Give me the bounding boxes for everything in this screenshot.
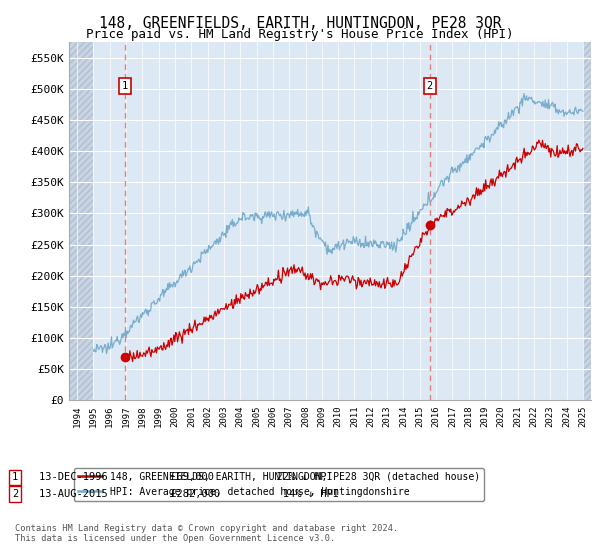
Text: 13-AUG-2015          £282,000          14% ↓ HPI: 13-AUG-2015 £282,000 14% ↓ HPI [39, 489, 339, 499]
Text: 13-DEC-1996          £69,000          22% ↓ HPI: 13-DEC-1996 £69,000 22% ↓ HPI [39, 472, 333, 482]
Bar [69, 42, 94, 400]
Text: 2: 2 [427, 81, 433, 91]
Text: 2: 2 [12, 489, 18, 499]
Text: 148, GREENFIELDS, EARITH, HUNTINGDON, PE28 3QR: 148, GREENFIELDS, EARITH, HUNTINGDON, PE… [99, 16, 501, 31]
Text: 1: 1 [12, 472, 18, 482]
Text: Contains HM Land Registry data © Crown copyright and database right 2024.
This d: Contains HM Land Registry data © Crown c… [15, 524, 398, 543]
Text: 1: 1 [122, 81, 128, 91]
Text: Price paid vs. HM Land Registry's House Price Index (HPI): Price paid vs. HM Land Registry's House … [86, 28, 514, 41]
Bar [583, 42, 591, 400]
Legend: 148, GREENFIELDS, EARITH, HUNTINGDON, PE28 3QR (detached house), HPI: Average pr: 148, GREENFIELDS, EARITH, HUNTINGDON, PE… [74, 468, 484, 501]
